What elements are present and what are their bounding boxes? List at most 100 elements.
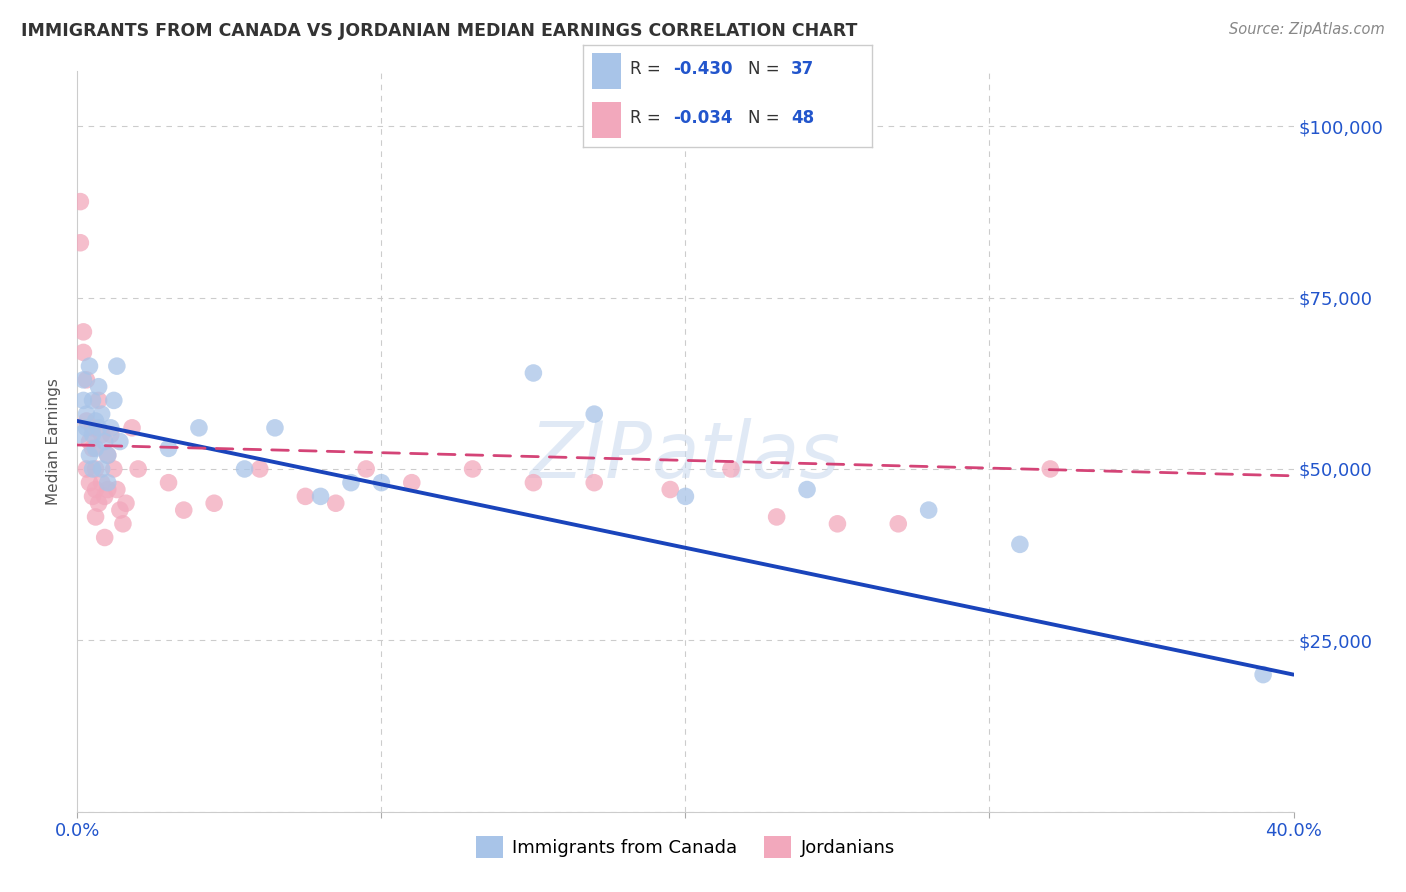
Text: Source: ZipAtlas.com: Source: ZipAtlas.com [1229, 22, 1385, 37]
Text: N =: N = [748, 110, 785, 128]
Point [294, 489, 316, 503]
Point [93, 434, 115, 449]
Point [325, 496, 347, 510]
Text: 37: 37 [792, 61, 814, 78]
Point [75, 414, 97, 428]
Point [79, 359, 101, 373]
Point [522, 475, 544, 490]
Point [583, 407, 606, 421]
Bar [592, 102, 621, 138]
Point [233, 462, 256, 476]
Bar [592, 53, 621, 88]
Point [918, 503, 941, 517]
Point [765, 510, 787, 524]
Point [115, 496, 138, 510]
Point [93, 489, 115, 503]
Point [82, 393, 104, 408]
Point [84, 510, 107, 524]
Point [93, 531, 115, 545]
Point [72, 325, 94, 339]
Point [659, 483, 682, 497]
Point [82, 427, 104, 442]
Point [84, 442, 107, 456]
Text: R =: R = [630, 110, 665, 128]
Point [108, 434, 131, 449]
Point [82, 421, 104, 435]
Point [827, 516, 849, 531]
Point [100, 421, 122, 435]
Point [340, 475, 363, 490]
Point [100, 427, 122, 442]
Point [111, 516, 134, 531]
Point [887, 516, 910, 531]
Text: 48: 48 [792, 110, 814, 128]
Point [1251, 667, 1274, 681]
Point [90, 427, 112, 442]
Point [796, 483, 818, 497]
Point [121, 421, 143, 435]
Point [82, 442, 104, 456]
Point [97, 448, 120, 462]
Point [84, 414, 107, 428]
Point [84, 462, 107, 476]
Point [1008, 537, 1031, 551]
Point [87, 496, 110, 510]
Point [127, 462, 149, 476]
Point [522, 366, 544, 380]
Point [354, 462, 377, 476]
Point [103, 462, 125, 476]
Point [264, 421, 287, 435]
Point [82, 462, 104, 476]
Point [69, 235, 91, 250]
Point [97, 475, 120, 490]
Point [173, 503, 195, 517]
Point [249, 462, 271, 476]
Legend: Immigrants from Canada, Jordanians: Immigrants from Canada, Jordanians [468, 830, 903, 865]
Point [157, 475, 180, 490]
Point [79, 475, 101, 490]
Point [90, 407, 112, 421]
Text: N =: N = [748, 61, 785, 78]
Point [87, 380, 110, 394]
Point [75, 462, 97, 476]
Point [72, 373, 94, 387]
Point [87, 393, 110, 408]
Point [108, 503, 131, 517]
Text: ZIPatlas: ZIPatlas [530, 418, 841, 494]
Text: -0.430: -0.430 [673, 61, 733, 78]
Point [97, 448, 120, 462]
Point [461, 462, 484, 476]
Point [69, 194, 91, 209]
Point [75, 407, 97, 421]
Text: R =: R = [630, 61, 665, 78]
Text: -0.034: -0.034 [673, 110, 733, 128]
Y-axis label: Median Earnings: Median Earnings [46, 378, 62, 505]
Point [583, 475, 606, 490]
Point [370, 475, 392, 490]
Point [202, 496, 225, 510]
Point [72, 393, 94, 408]
Point [188, 421, 211, 435]
Point [75, 421, 97, 435]
Point [79, 434, 101, 449]
Point [105, 483, 128, 497]
Point [75, 373, 97, 387]
Point [675, 489, 697, 503]
Point [103, 393, 125, 408]
Point [309, 489, 332, 503]
Point [97, 483, 120, 497]
Point [82, 489, 104, 503]
Point [401, 475, 423, 490]
Point [105, 359, 128, 373]
Point [69, 427, 91, 442]
Point [87, 421, 110, 435]
Point [84, 483, 107, 497]
Point [90, 462, 112, 476]
Point [720, 462, 742, 476]
Point [90, 475, 112, 490]
Point [72, 345, 94, 359]
Point [1039, 462, 1062, 476]
Point [157, 442, 180, 456]
Text: IMMIGRANTS FROM CANADA VS JORDANIAN MEDIAN EARNINGS CORRELATION CHART: IMMIGRANTS FROM CANADA VS JORDANIAN MEDI… [21, 22, 858, 40]
Point [79, 448, 101, 462]
